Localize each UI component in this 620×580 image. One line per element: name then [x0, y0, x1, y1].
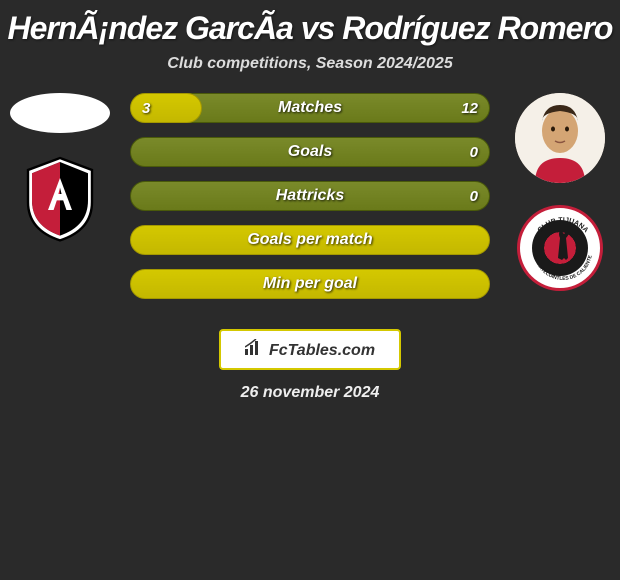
left-player-silhouette	[10, 93, 110, 133]
right-player-photo	[515, 93, 605, 183]
atlas-shield-icon	[20, 153, 100, 243]
stat-label: Matches	[130, 99, 490, 117]
stat-label: Goals per match	[130, 231, 490, 249]
stat-bar: Min per goal	[130, 269, 490, 299]
stat-bar: 3 Matches 12	[130, 93, 490, 123]
stat-right-value: 12	[461, 100, 478, 117]
page-title: HernÃ¡ndez GarcÃ­a vs Rodríguez Romero	[0, 10, 620, 47]
stat-bar: Goals per match	[130, 225, 490, 255]
stat-label: Min per goal	[130, 275, 490, 293]
svg-text:CLUB TIJUANA: CLUB TIJUANA	[537, 217, 590, 234]
footer: FcTables.com 26 november 2024	[130, 329, 490, 402]
stat-label: Hattricks	[130, 187, 490, 205]
chart-icon	[245, 339, 263, 360]
subtitle: Club competitions, Season 2024/2025	[0, 55, 620, 73]
stats-column: 3 Matches 12 Goals 0 Hattricks 0 Goals p…	[110, 93, 510, 402]
stat-label: Goals	[130, 143, 490, 161]
brand-text: FcTables.com	[269, 342, 375, 359]
stat-right-value: 0	[470, 144, 478, 161]
stat-right-value: 0	[470, 188, 478, 205]
right-side: CLUB TIJUANA XOLOITZCUINTLES DE CALIENTE	[510, 93, 610, 293]
brand-box: FcTables.com	[219, 329, 401, 370]
left-club-logo	[15, 153, 105, 243]
infographic-container: HernÃ¡ndez GarcÃ­a vs Rodríguez Romero C…	[0, 0, 620, 412]
date-text: 26 november 2024	[130, 384, 490, 402]
left-side	[10, 93, 110, 243]
stat-bar: Hattricks 0	[130, 181, 490, 211]
stat-bar: Goals 0	[130, 137, 490, 167]
tijuana-logo-icon: CLUB TIJUANA XOLOITZCUINTLES DE CALIENTE	[517, 205, 603, 291]
content-row: 3 Matches 12 Goals 0 Hattricks 0 Goals p…	[0, 93, 620, 402]
right-club-logo: CLUB TIJUANA XOLOITZCUINTLES DE CALIENTE	[515, 203, 605, 293]
